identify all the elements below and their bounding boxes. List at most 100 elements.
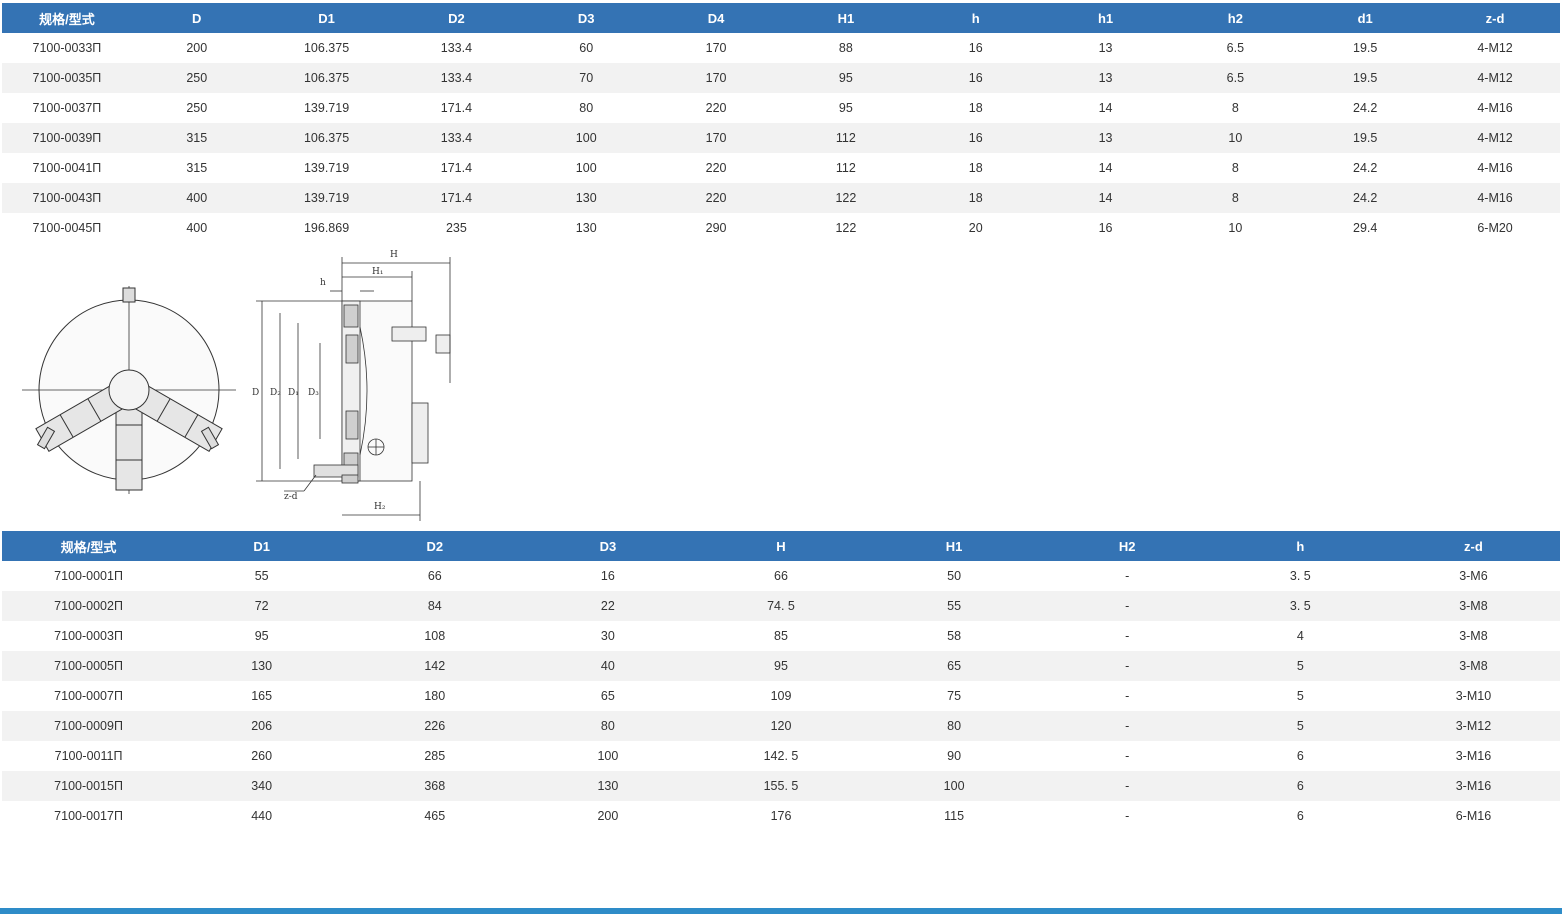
table-cell: 7100-0005П (2, 651, 176, 681)
table-cell: 108 (424, 629, 446, 643)
table-row: 7100-0007П 165 180 65 109 75 - 5 3-M10 (2, 681, 1560, 711)
table-cell: 95 (694, 651, 868, 681)
table-cell: 16 (1098, 221, 1113, 235)
chuck-side-section-drawing: H H₁ h H₂ D D₂ D₁ D₃ z-d (252, 250, 451, 521)
table-header-row: 规格/型式 D D1 D2 D3 D4 H1 h h1 h2 d1 z-d (2, 3, 1560, 33)
table-cell: 133.4 (391, 123, 522, 153)
table-cell: 4-M16 (1430, 183, 1560, 213)
table-cell: 7100-0017П (54, 809, 123, 823)
table-cell: 235 (445, 221, 467, 235)
table-cell: - (1040, 591, 1214, 621)
table-cell: 7100-0002П (2, 591, 176, 621)
table-cell: 22 (521, 591, 695, 621)
table-cell: 55 (867, 591, 1041, 621)
table-cell: 5 (1213, 651, 1387, 681)
table-cell: 130 (521, 183, 652, 213)
table-row: 7100-0009П 206 226 80 120 80-5 3-M12 (2, 711, 1560, 741)
table-cell: 3-M12 (1386, 711, 1560, 741)
table-cell: 6.5 (1226, 41, 1245, 55)
table-cell: 171.4 (440, 101, 473, 115)
table-cell: 170 (651, 123, 781, 153)
table-cell: 4-M16 (1477, 101, 1513, 115)
table-cell: - (1040, 711, 1214, 741)
table-cell: 170 (705, 41, 727, 55)
table-cell: 6 (1213, 771, 1387, 801)
table-cell: 65 (600, 689, 615, 703)
column-header: z-d (1430, 3, 1560, 33)
dim-label-zd: z-d (284, 492, 298, 502)
dim-label-D3: D₃ (308, 388, 319, 398)
table-cell: 6-M16 (1455, 809, 1492, 823)
table-cell: 180 (424, 689, 446, 703)
spec-table-3jaw: 规格/型式 D1 D2 D3 H H1 H2 h z-d 7100-0001П 55 66 16 66 5… (2, 531, 1560, 831)
table-cell: 16 (910, 63, 1041, 93)
table-cell: 139.719 (303, 161, 350, 175)
table-cell: 122 (835, 221, 857, 235)
table-cell: 14 (1098, 101, 1113, 115)
table-cell: 18 (968, 101, 983, 115)
table-body: 7100-0033П 200 106.375 133.4 60 170 88 16 13 6.5 1… (2, 33, 1560, 243)
table-cell: 4-M16 (1477, 161, 1513, 175)
table-cell: 4-M12 (1430, 63, 1560, 93)
table-cell: 200 (597, 809, 619, 823)
table-cell: 19.5 (1353, 41, 1378, 55)
column-header: D1 (261, 3, 392, 33)
table-cell: 7100-0011П (54, 749, 123, 763)
table-row: 7100-0039П 315 106.375 133.4 100 170 112 16 13 10… (2, 123, 1560, 153)
table-cell: 6-M20 (1477, 221, 1513, 235)
table-cell: 260 (251, 749, 273, 763)
table-cell: 196.869 (303, 221, 350, 235)
table-cell: 171.4 (391, 183, 522, 213)
table-cell: 24.2 (1353, 161, 1378, 175)
table-cell: - (1040, 651, 1214, 681)
table-cell: 130 (521, 771, 695, 801)
table-cell: 30 (600, 629, 615, 643)
table-cell: 155. 5 (694, 771, 868, 801)
table-cell: 80 (521, 711, 695, 741)
table-cell: 7100-0009П (2, 711, 176, 741)
table-cell: 4-M12 (1430, 123, 1560, 153)
table-cell: 3-M8 (1386, 591, 1560, 621)
table-cell: 315 (131, 123, 262, 153)
table-cell: 109 (770, 689, 792, 703)
table-cell: 7100-0037П (32, 101, 102, 115)
table-cell: - (1125, 809, 1130, 823)
table-cell: 6.5 (1170, 63, 1301, 93)
table-cell: 84 (348, 591, 522, 621)
table-cell: 226 (348, 711, 522, 741)
chuck-front-view-drawing (22, 286, 236, 494)
table-cell: 400 (131, 183, 262, 213)
column-header: h1 (1040, 3, 1171, 33)
table-cell: 3-M16 (1455, 749, 1492, 763)
table-row: 7100-0011П 260 285 100 142. 5 90 - 6 3-M16 (2, 741, 1560, 771)
column-header: H1 (780, 3, 911, 33)
table-row: 7100-0015П 340 368 130 155. 5 100-6 3-M16 (2, 771, 1560, 801)
table-cell: - (1125, 689, 1130, 703)
table-cell: 66 (774, 569, 788, 583)
table-cell: 74. 5 (694, 591, 868, 621)
column-header: h (1213, 531, 1387, 561)
table-cell: 285 (424, 749, 446, 763)
table-cell: 7100-0041П (32, 161, 102, 175)
column-header: H1 (867, 531, 1041, 561)
column-header: d1 (1300, 3, 1431, 33)
table-cell: 3-M8 (1386, 651, 1560, 681)
table-cell: 112 (835, 161, 856, 175)
table-cell: 75 (947, 689, 962, 703)
table-cell: 3-M6 (1459, 569, 1488, 583)
table-cell: 170 (651, 63, 781, 93)
table-cell: 24.2 (1353, 101, 1378, 115)
table-header-row: 规格/型式 D1 D2 D3 H H1 H2 h z-d (2, 531, 1560, 561)
table-cell: 14 (1098, 161, 1113, 175)
table-cell: - (1125, 749, 1130, 763)
table-cell: 100 (867, 771, 1041, 801)
table-cell: 90 (947, 749, 962, 763)
column-header: H2 (1040, 531, 1214, 561)
table-cell: 122 (780, 183, 911, 213)
table-cell: 16 (968, 41, 983, 55)
column-header: D2 (391, 3, 522, 33)
table-cell: 206 (175, 711, 349, 741)
table-cell: 55 (254, 569, 269, 583)
table-row: 7100-0037П 250 139.719 171.4 80 220 95 18 14 8 24.… (2, 93, 1560, 123)
table-cell: 50 (947, 569, 962, 583)
